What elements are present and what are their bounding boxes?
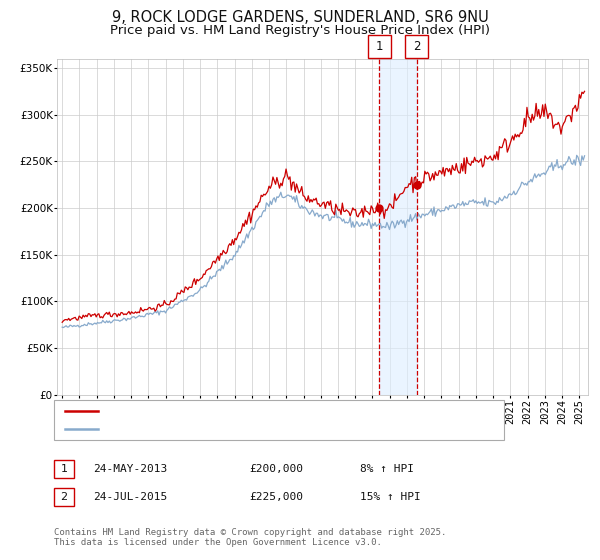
Text: 1: 1 [61, 464, 67, 474]
Text: 2: 2 [413, 40, 421, 53]
Text: Contains HM Land Registry data © Crown copyright and database right 2025.
This d: Contains HM Land Registry data © Crown c… [54, 528, 446, 547]
Text: £225,000: £225,000 [249, 492, 303, 502]
Text: 8% ↑ HPI: 8% ↑ HPI [360, 464, 414, 474]
Text: Price paid vs. HM Land Registry's House Price Index (HPI): Price paid vs. HM Land Registry's House … [110, 24, 490, 36]
Text: 1: 1 [376, 40, 383, 53]
Text: 15% ↑ HPI: 15% ↑ HPI [360, 492, 421, 502]
Text: £200,000: £200,000 [249, 464, 303, 474]
Text: 9, ROCK LODGE GARDENS, SUNDERLAND, SR6 9NU (detached house): 9, ROCK LODGE GARDENS, SUNDERLAND, SR6 9… [104, 407, 493, 417]
Text: 2: 2 [61, 492, 67, 502]
Text: 24-MAY-2013: 24-MAY-2013 [93, 464, 167, 474]
Text: HPI: Average price, detached house, Sunderland: HPI: Average price, detached house, Sund… [104, 423, 374, 433]
Text: 24-JUL-2015: 24-JUL-2015 [93, 492, 167, 502]
Text: 9, ROCK LODGE GARDENS, SUNDERLAND, SR6 9NU: 9, ROCK LODGE GARDENS, SUNDERLAND, SR6 9… [112, 10, 488, 25]
Bar [379, 59, 416, 395]
